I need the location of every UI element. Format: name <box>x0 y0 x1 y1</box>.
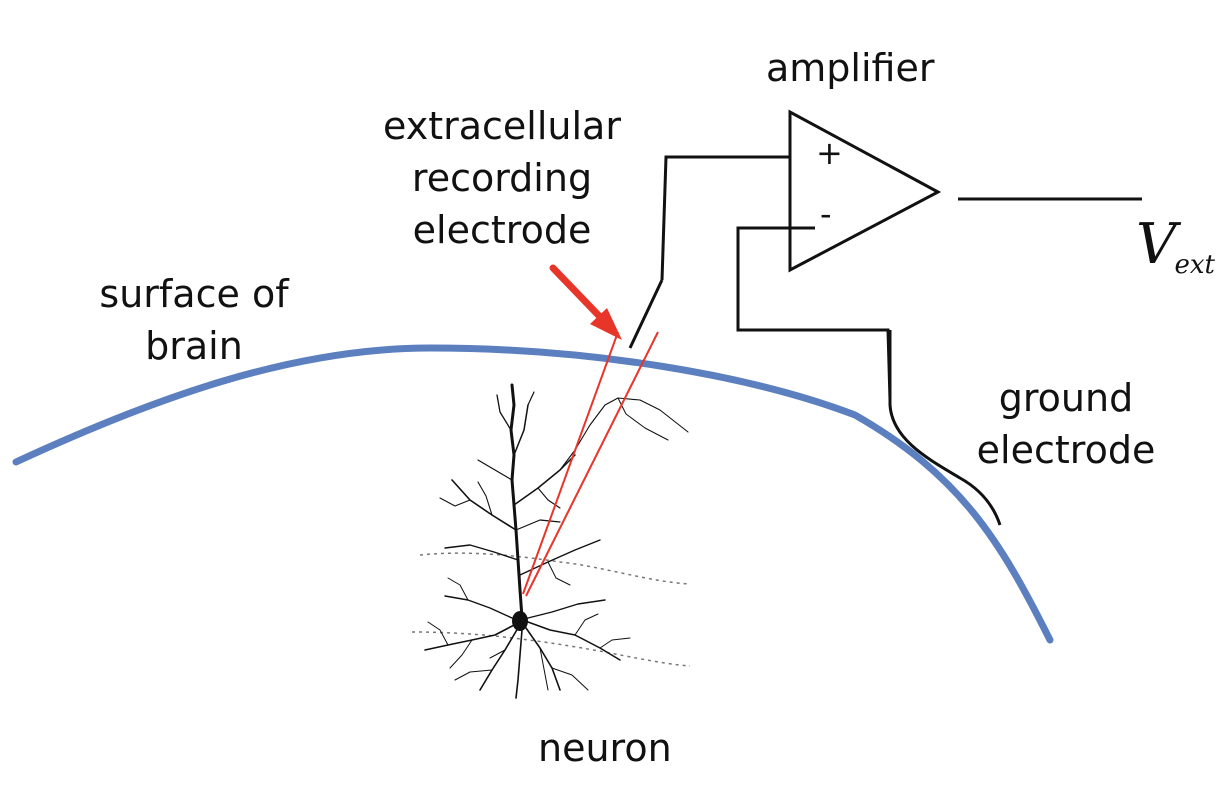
output-voltage-subscript: ext <box>1174 250 1215 280</box>
recording-electrode-wire <box>628 155 790 349</box>
brain-surface-curve <box>12 344 1054 644</box>
electrode-arrow <box>549 264 622 340</box>
dendrites <box>424 383 689 699</box>
ground-electrode-lead <box>888 330 1002 526</box>
recording-electrode-label-line-2: recording <box>411 156 593 200</box>
output-voltage-symbol: V <box>1136 212 1177 277</box>
recording-electrode-label: extracellular recording electrode <box>372 100 632 256</box>
surface-of-brain-label-line-2: brain <box>145 324 243 368</box>
soma <box>512 611 528 631</box>
ground-electrode-label: ground electrode <box>966 372 1166 476</box>
amplifier-plus-sign: + <box>816 134 843 172</box>
electrode-tip <box>522 331 659 597</box>
amplifier-label: amplifier <box>766 46 935 90</box>
recording-electrode-label-line-1: extracellular <box>383 104 621 148</box>
layer-boundary-upper <box>419 552 691 585</box>
ground-electrode-label-line-2: electrode <box>976 428 1156 472</box>
amplifier-minus-sign: - <box>820 195 832 233</box>
neuron-label: neuron <box>538 726 672 770</box>
surface-of-brain-label-line-1: surface of <box>99 272 289 316</box>
ground-electrode-label-line-1: ground <box>998 376 1134 420</box>
recording-electrode-label-line-3: electrode <box>412 208 592 252</box>
neuron-illustration <box>410 378 696 700</box>
surface-of-brain-label: surface of brain <box>86 268 302 372</box>
output-voltage-label: Vext <box>1136 212 1217 280</box>
layer-boundary-lower <box>411 631 691 667</box>
amplifier-triangle <box>788 109 942 273</box>
